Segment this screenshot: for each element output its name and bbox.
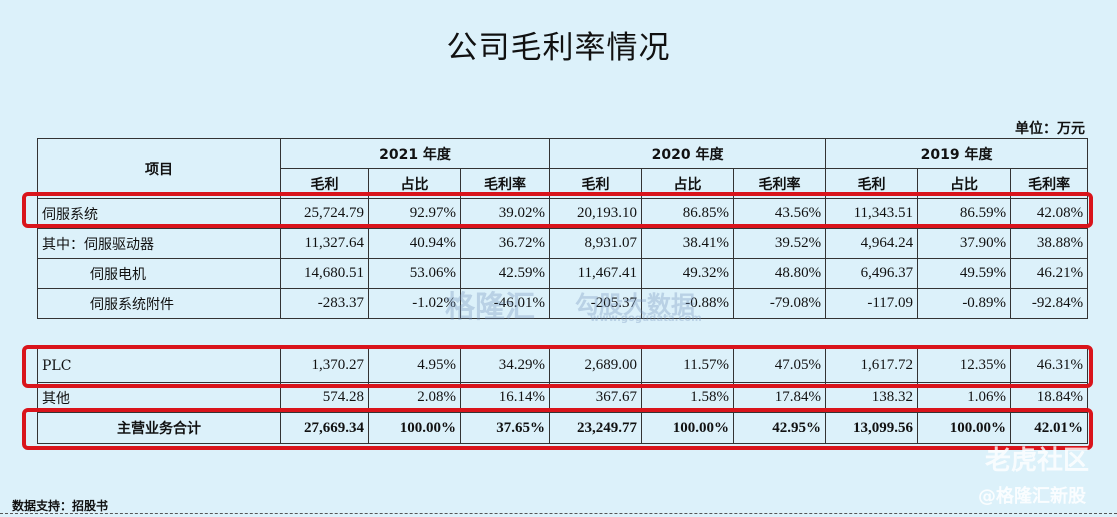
cell-value: 92.97%	[368, 198, 461, 229]
cell-value: 100.00%	[368, 412, 461, 444]
cell-value: 49.59%	[917, 258, 1012, 289]
cell-value: 2,689.00	[549, 348, 642, 383]
cell-value: 43.56%	[733, 198, 827, 229]
watermark-laohu: 老虎社区	[985, 446, 1090, 476]
row-label: 主营业务合计	[37, 412, 281, 444]
row-label: 其中：伺服驱动器	[37, 228, 281, 259]
cell-value: 36.72%	[459, 228, 551, 259]
cell-value: -283.37	[280, 288, 369, 319]
cell-value: 100.00%	[641, 412, 734, 444]
row-label: PLC	[37, 348, 281, 383]
cell-value: 38.88%	[1010, 228, 1089, 259]
row-label: 伺服系统附件	[37, 288, 281, 319]
cell-value: 100.00%	[917, 412, 1011, 444]
cell-value: 53.06%	[368, 258, 461, 289]
table-row: PLC 1,370.27 4.95% 34.29% 2,689.00 11.57% 47.0…	[37, 348, 1088, 383]
cell-value: 34.29%	[460, 348, 550, 383]
header-item: 项目	[37, 138, 281, 199]
header-year-2020: 2020 年度	[549, 138, 827, 169]
cell-value: 42.01%	[1010, 412, 1088, 444]
cell-value: 1,617.72	[825, 348, 918, 383]
cell-value: -0.89%	[917, 288, 1012, 319]
highlight-total	[22, 408, 1093, 450]
unit-label: 单位：万元	[1015, 122, 1085, 137]
cell-value: 4.95%	[368, 348, 461, 383]
cell-value: 37.65%	[460, 412, 550, 444]
cell-value: -79.08%	[733, 288, 827, 319]
cell-value: -46.01%	[459, 288, 551, 319]
cell-value: 49.32%	[641, 258, 735, 289]
cell-value: 8,931.07	[549, 228, 643, 259]
cell-value: 11,327.64	[280, 228, 369, 259]
watermark-gelonghui-ipo: @格隆汇新股	[978, 486, 1086, 507]
table-row: 主营业务合计 27,669.34 100.00% 37.65% 23,249.77 100…	[37, 412, 1088, 444]
page-title: 公司毛利率情况	[446, 30, 671, 66]
source-note: 数据支持：招股书	[12, 499, 109, 513]
highlight-plc	[22, 345, 1093, 388]
row-label: 伺服电机	[37, 258, 281, 289]
cell-value: 4,964.24	[825, 228, 919, 259]
cell-value: 86.85%	[641, 198, 735, 229]
cell-value: -117.09	[825, 288, 919, 319]
divider	[0, 513, 1117, 514]
watermark-url: www.gogudata.com	[590, 313, 702, 324]
cell-value: 13,099.56	[825, 412, 918, 444]
cell-value: 11.57%	[641, 348, 734, 383]
cell-value: 39.02%	[459, 198, 551, 229]
cell-value: -1.02%	[368, 288, 461, 319]
cell-value: 14,680.51	[280, 258, 369, 289]
cell-value: 46.21%	[1010, 258, 1089, 289]
cell-value: 42.95%	[733, 412, 826, 444]
header-year-2021: 2021 年度	[279, 138, 551, 169]
watermark-gelonghui: 格隆汇	[445, 290, 535, 325]
cell-value: -92.84%	[1010, 288, 1089, 319]
cell-value: 48.80%	[733, 258, 827, 289]
cell-value: 38.41%	[641, 228, 735, 259]
watermark-gogudata: 勾股大数据	[575, 291, 695, 319]
table-row: 伺服电机 14,680.51 53.06% 42.59% 11,467.41 49.32%…	[37, 258, 1089, 289]
cell-value: 1,370.27	[280, 348, 369, 383]
cell-value: -0.88%	[641, 288, 735, 319]
cell-value: 20,193.10	[549, 198, 643, 229]
row-label: 伺服系统	[37, 198, 281, 229]
gross-margin-table-main: 项目 2021 年度 2020 年度 2019 年度 毛利 占比 毛利率 毛利 占比 毛利…	[37, 138, 1089, 319]
table-row: 其中：伺服驱动器 11,327.64 40.94% 36.72% 8,931.07 38.…	[37, 228, 1089, 259]
cell-value: 23,249.77	[549, 412, 642, 444]
cell-value: 42.59%	[459, 258, 551, 289]
cell-value: 40.94%	[368, 228, 461, 259]
cell-value: 11,343.51	[825, 198, 919, 229]
table-row: 伺服系统附件 -283.37 -1.02% -46.01% -205.37 -0.88% -…	[37, 288, 1089, 319]
highlight-servo-system	[22, 192, 1093, 228]
header-year-2019: 2019 年度	[825, 138, 1089, 169]
cell-value: 27,669.34	[280, 412, 369, 444]
cell-value: 37.90%	[917, 228, 1012, 259]
cell-value: 39.52%	[733, 228, 827, 259]
table-row: 伺服系统 25,724.79 92.97% 39.02% 20,193.10 86.85%…	[37, 198, 1089, 229]
cell-value: 11,467.41	[549, 258, 643, 289]
cell-value: 6,496.37	[825, 258, 919, 289]
cell-value: 25,724.79	[280, 198, 369, 229]
